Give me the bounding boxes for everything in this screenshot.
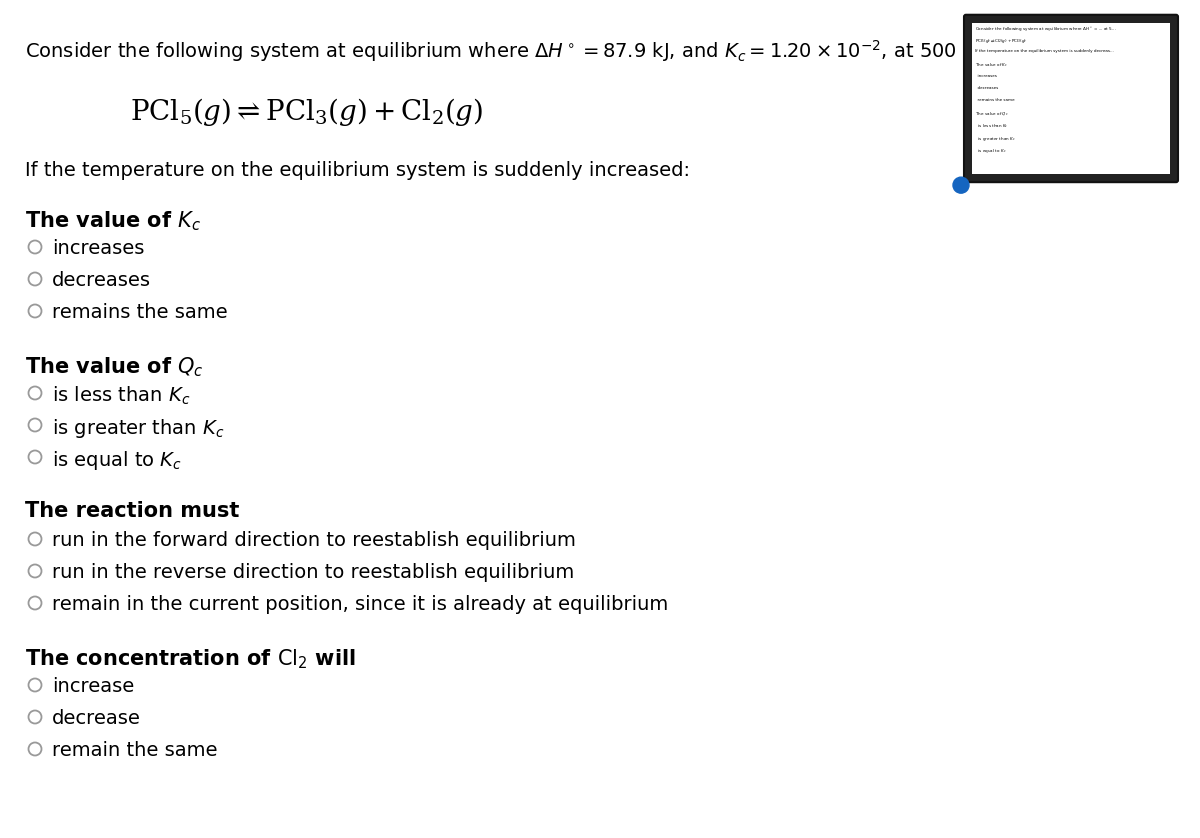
Text: $\mathrm{PCl_5}(g) \rightleftharpoons \mathrm{Cl_2}(g) + \mathrm{PCl_3}(g)$: $\mathrm{PCl_5}(g) \rightleftharpoons \m… [976,37,1027,45]
Text: remain the same: remain the same [52,741,217,760]
Text: The concentration of $\mathrm{Cl_2}$ will: The concentration of $\mathrm{Cl_2}$ wil… [25,647,356,670]
Text: is equal to $K_c$: is equal to $K_c$ [976,147,1007,155]
Text: remains the same: remains the same [976,98,1015,102]
Text: is less than $K_c$: is less than $K_c$ [52,385,191,407]
Text: decreases: decreases [976,86,998,90]
Text: is equal to $K_c$: is equal to $K_c$ [52,449,182,472]
Text: is greater than $K_c$: is greater than $K_c$ [976,135,1015,143]
Text: increases: increases [976,74,997,78]
Text: If the temperature on the equilibrium system is suddenly decreas...: If the temperature on the equilibrium sy… [976,49,1114,54]
FancyBboxPatch shape [964,15,1178,182]
Text: $\mathrm{PCl_5}(g) \rightleftharpoons \mathrm{PCl_3}(g) + \mathrm{Cl_2}(g)$: $\mathrm{PCl_5}(g) \rightleftharpoons \m… [130,96,484,128]
Text: remains the same: remains the same [52,303,228,322]
Text: increases: increases [52,239,144,258]
Text: Consider the following system at equilibrium where $\Delta H^\circ$ = ... at 5..: Consider the following system at equilib… [976,25,1117,33]
Text: Consider the following system at equilibrium where $\Delta H^\circ = 87.9\ \math: Consider the following system at equilib… [25,38,982,64]
Text: run in the forward direction to reestablish equilibrium: run in the forward direction to reestabl… [52,531,576,550]
Circle shape [953,177,970,194]
Bar [972,23,1170,174]
Text: decreases: decreases [52,271,151,290]
Text: The value of $Q_c$: The value of $Q_c$ [976,111,1009,118]
Text: The value of $Q_c$: The value of $Q_c$ [25,355,204,379]
Text: decrease: decrease [52,709,140,728]
Text: run in the reverse direction to reestablish equilibrium: run in the reverse direction to reestabl… [52,563,575,582]
Text: increase: increase [52,677,134,696]
Text: is less than $K_c$: is less than $K_c$ [976,123,1008,131]
Text: is greater than $K_c$: is greater than $K_c$ [52,417,224,440]
Text: The value of $K_c$: The value of $K_c$ [25,209,200,233]
Text: The reaction must: The reaction must [25,501,239,521]
Text: The value of $K_c$: The value of $K_c$ [976,61,1008,69]
Text: If the temperature on the equilibrium system is suddenly increased:: If the temperature on the equilibrium sy… [25,161,690,180]
Text: remain in the current position, since it is already at equilibrium: remain in the current position, since it… [52,595,668,614]
